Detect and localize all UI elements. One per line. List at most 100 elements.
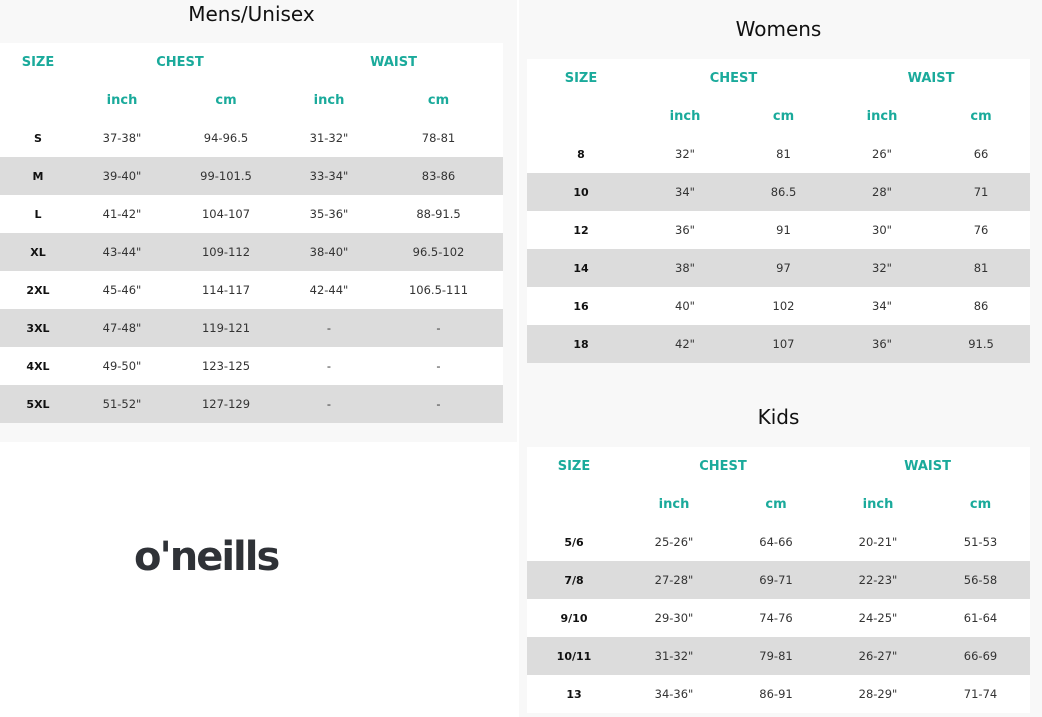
size-cell: 13 <box>566 687 582 701</box>
table-row: L 41-42" 104-107 35-36" 88-91.5 <box>0 195 503 233</box>
chest-inch-cell: 49-50" <box>102 359 142 373</box>
waist-cm-header: cm <box>970 108 992 124</box>
waist-cm-header: cm <box>969 496 992 512</box>
waist-cm-cell: 96.5-102 <box>374 233 504 271</box>
waist-cm-cell: 83-86 <box>374 157 504 195</box>
chest-cm-cell: 86.5 <box>735 173 832 211</box>
chest-cm-header: cm <box>772 108 795 124</box>
chest-inch-cell: 51-52" <box>76 385 168 423</box>
waist-inch-cell: - <box>284 309 374 347</box>
waist-cm-cell: - <box>436 359 441 373</box>
waist-cm-header: cm <box>427 92 450 108</box>
size-cell: M <box>0 157 76 195</box>
waist-cm-cell: 106.5-111 <box>408 283 469 297</box>
chest-cm-cell: 97 <box>735 249 832 287</box>
size-cell: XL <box>0 233 76 271</box>
waist-cm-cell: 76 <box>973 223 989 237</box>
chest-inch-cell: 38" <box>635 249 735 287</box>
chest-inch-cell: 47-48" <box>76 309 168 347</box>
waist-inch-cell: - <box>284 385 374 423</box>
chest-inch-cell: 40" <box>675 299 695 313</box>
waist-inch-cell: 26" <box>872 147 892 161</box>
table-row: 2XL 45-46" 114-117 42-44" 106.5-111 <box>0 271 503 309</box>
table-row: 8 32" 81 26" 66 <box>527 135 1030 173</box>
chest-header: CHEST <box>156 54 204 70</box>
chest-inch-cell: 34" <box>635 173 735 211</box>
chest-inch-header: inch <box>669 108 701 124</box>
waist-inch-cell: - <box>326 359 332 373</box>
blank-cell <box>527 485 621 523</box>
header-row: SIZE CHEST WAIST <box>527 447 1030 485</box>
chest-inch-cell: 25-26" <box>654 535 694 549</box>
waist-cm-cell: 71 <box>932 173 1031 211</box>
chest-inch-cell: 43-44" <box>76 233 168 271</box>
waist-cm-cell: - <box>374 309 504 347</box>
waist-inch-header: inch <box>862 496 894 512</box>
size-cell: 4XL <box>26 359 50 373</box>
waist-inch-cell: 24-25" <box>858 611 898 625</box>
table-row: 12 36" 91 30" 76 <box>527 211 1030 249</box>
waist-inch-cell: 34" <box>872 299 892 313</box>
waist-inch-cell: 31-32" <box>309 131 349 145</box>
size-cell: L <box>34 207 42 221</box>
waist-inch-header: inch <box>866 108 898 124</box>
table-row: 10 34" 86.5 28" 71 <box>527 173 1031 211</box>
unit-row: inch cm inch cm <box>0 81 503 119</box>
chest-inch-cell: 41-42" <box>102 207 142 221</box>
unit-row: inch cm inch cm <box>527 485 1030 523</box>
chest-inch-cell: 29-30" <box>654 611 694 625</box>
chest-cm-header: cm <box>765 496 787 512</box>
womens-size-table: SIZE CHEST WAIST inch cm inch cm 8 32" 81 26… <box>527 59 1031 363</box>
waist-inch-cell: 33-34" <box>284 157 374 195</box>
table-row: 16 40" 102 34" 86 <box>527 287 1030 325</box>
waist-cm-cell: 56-58 <box>931 561 1031 599</box>
chest-header: CHEST <box>699 458 747 474</box>
size-cell: 10 <box>527 173 635 211</box>
size-cell: 7/8 <box>527 561 621 599</box>
chest-inch-header: inch <box>658 496 690 512</box>
waist-inch-cell: 38-40" <box>284 233 374 271</box>
size-cell: 18 <box>527 325 635 363</box>
table-row: 5/6 25-26" 64-66 20-21" 51-53 <box>527 523 1030 561</box>
chest-inch-cell: 39-40" <box>76 157 168 195</box>
waist-inch-cell: 22-23" <box>825 561 931 599</box>
mens-title: Mens/Unisex <box>188 2 315 26</box>
table-row: 10/11 31-32" 79-81 26-27" 66-69 <box>527 637 1031 675</box>
table-row: 7/8 27-28" 69-71 22-23" 56-58 <box>527 561 1031 599</box>
chest-cm-cell: 91 <box>776 223 791 237</box>
table-row: 4XL 49-50" 123-125 - - <box>0 347 503 385</box>
size-cell: 10/11 <box>527 637 621 675</box>
waist-inch-header: inch <box>313 92 345 108</box>
waist-cm-cell: 91.5 <box>932 325 1031 363</box>
chest-inch-cell: 45-46" <box>102 283 142 297</box>
waist-cm-cell: 81 <box>932 249 1031 287</box>
mens-size-table: SIZE CHEST WAIST inch cm inch cm S 37-38" 9… <box>0 43 504 423</box>
chest-cm-cell: 74-76 <box>759 611 793 625</box>
chest-cm-cell: 119-121 <box>168 309 284 347</box>
size-cell: 12 <box>573 223 589 237</box>
chest-cm-cell: 64-66 <box>759 535 793 549</box>
waist-inch-cell: 35-36" <box>309 207 349 221</box>
size-cell: 5/6 <box>564 535 584 549</box>
size-cell: 14 <box>527 249 635 287</box>
waist-cm-cell: 78-81 <box>421 131 456 145</box>
waist-cm-cell: 86 <box>973 299 989 313</box>
size-header: SIZE <box>21 54 55 70</box>
waist-cm-cell: 51-53 <box>963 535 998 549</box>
chest-cm-cell: 107 <box>735 325 832 363</box>
size-cell: 5XL <box>0 385 76 423</box>
size-cell: 2XL <box>26 283 50 297</box>
blank-cell <box>0 81 76 119</box>
waist-header: WAIST <box>904 458 951 474</box>
waist-cm-cell: - <box>374 385 504 423</box>
waist-cm-cell: 71-74 <box>963 687 998 701</box>
table-row: 9/10 29-30" 74-76 24-25" 61-64 <box>527 599 1030 637</box>
chest-cm-cell: 104-107 <box>201 207 251 221</box>
size-cell: 9/10 <box>560 611 588 625</box>
chest-cm-cell: 99-101.5 <box>168 157 284 195</box>
chest-inch-cell: 34-36" <box>654 687 694 701</box>
waist-inch-cell: 28-29" <box>858 687 898 701</box>
table-row: XL 43-44" 109-112 38-40" 96.5-102 <box>0 233 504 271</box>
kids-title: Kids <box>757 405 800 429</box>
chest-header: CHEST <box>709 70 758 86</box>
